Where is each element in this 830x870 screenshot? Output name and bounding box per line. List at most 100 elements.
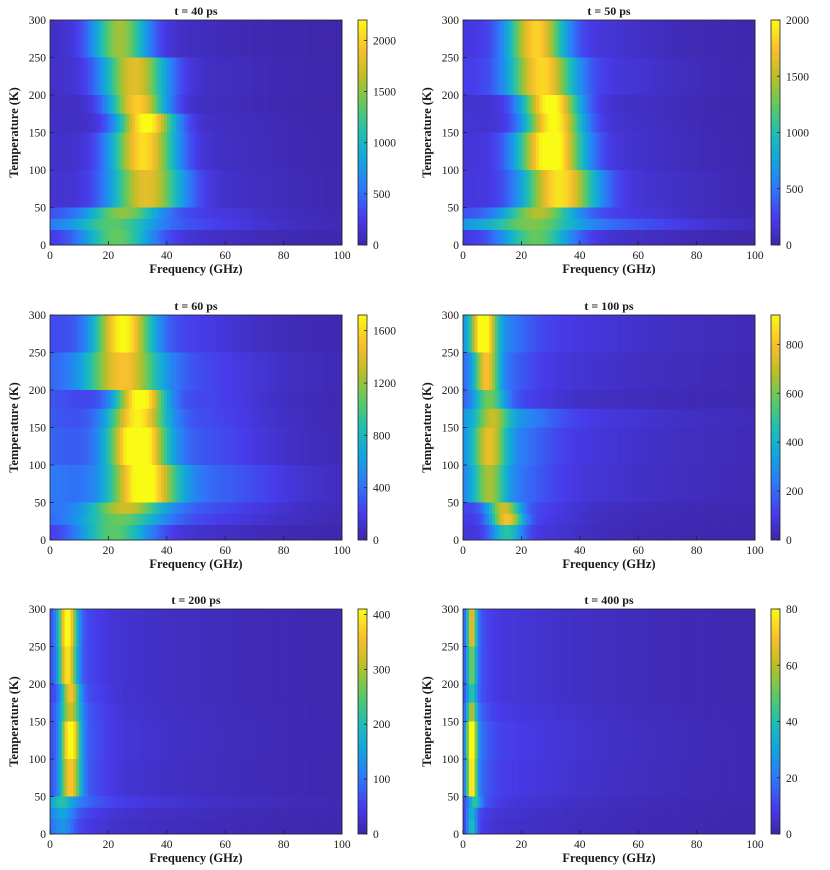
chart-2-cell [679, 170, 683, 208]
chart-1-cell [330, 170, 334, 208]
chart-4-cell [687, 390, 692, 410]
chart-4-cell [465, 513, 470, 526]
chart-1-cell [330, 113, 334, 133]
chart-4-cell [743, 513, 747, 526]
chart-5-cell [184, 819, 188, 835]
chart-4-cell [571, 390, 575, 410]
chart-2-cell [746, 20, 750, 58]
chart-1-cell [85, 113, 89, 133]
chart-3-cell [169, 427, 173, 466]
chart-1-cell [295, 113, 299, 133]
chart-3-cell [242, 315, 246, 353]
chart-3-cell [228, 352, 232, 391]
chart-3-cell [76, 525, 80, 541]
chart-5-cell [114, 819, 118, 835]
chart-3-xtick-label: 80 [278, 545, 290, 557]
chart-3-cell [216, 465, 220, 503]
chart-5-cell [152, 702, 156, 722]
chart-3-cell [266, 352, 270, 391]
chart-3-cell [196, 408, 200, 428]
chart-1-cell [175, 20, 179, 58]
chart-2-cell [682, 207, 686, 220]
chart-4-cell [617, 352, 622, 391]
chart-5-cell [327, 684, 331, 704]
chart-5-cell [251, 819, 255, 835]
chart-3-cell [201, 315, 206, 353]
chart-1-cell [102, 20, 106, 58]
chart-5-cell [196, 702, 200, 722]
chart-1-cell [315, 218, 319, 231]
chart-5-cell [339, 646, 343, 685]
chart-5-cell [304, 609, 308, 647]
chart-2-cell [533, 218, 537, 231]
chart-1-cell [269, 57, 273, 96]
chart-1-cell [216, 207, 220, 220]
chart-4-cell [471, 390, 476, 410]
chart-2-cell [471, 132, 476, 171]
chart-2-cell [500, 20, 505, 58]
chart-6-cell [465, 609, 470, 647]
chart-1-cell [108, 218, 112, 231]
chart-1-cell [295, 170, 299, 208]
chart-3-cell [280, 315, 284, 353]
chart-4-cell [495, 408, 499, 428]
chart-5-cell [339, 759, 343, 797]
chart-3-cell [169, 390, 173, 410]
chart-5-cell [245, 721, 249, 760]
chart-1-cell [196, 218, 200, 231]
chart-5-cell [274, 819, 279, 835]
chart-4-cell [632, 525, 636, 541]
chart-4-cell [480, 513, 484, 526]
chart-1-cell [301, 95, 305, 115]
chart-1-cell [236, 207, 241, 220]
chart-5-cell [105, 796, 109, 809]
chart-6-cell [749, 646, 753, 685]
chart-2-cell [717, 207, 721, 220]
chart-3-cell [277, 513, 282, 526]
chart-4-cell [541, 408, 546, 428]
chart-5-cell [201, 759, 206, 797]
chart-3-cell [90, 315, 95, 353]
chart-5-cell [134, 609, 138, 647]
chart-4-cell [538, 465, 543, 503]
chart-3-cell [193, 427, 197, 466]
chart-3-cell [251, 525, 255, 541]
chart-3-cell [233, 352, 238, 391]
chart-2-cell [527, 95, 531, 115]
chart-3-cell [315, 352, 319, 391]
chart-3-cell [269, 525, 273, 541]
chart-3-cell [149, 513, 153, 526]
chart-3-cell [149, 465, 153, 503]
chart-5-cell [166, 609, 171, 647]
chart-2-cell [696, 95, 700, 115]
chart-1-cell [79, 20, 83, 58]
chart-1-cell [298, 230, 302, 246]
chart-1-cell [257, 20, 261, 58]
chart-1-cell [213, 20, 217, 58]
chart-1-cell [269, 113, 273, 133]
chart-2-cell [705, 207, 709, 220]
chart-4-cell [682, 465, 686, 503]
chart-2-cell [687, 170, 692, 208]
chart-3-cell [327, 525, 331, 541]
chart-2-cell [500, 230, 505, 246]
chart-3-cell [169, 352, 173, 391]
chart-3-cell [61, 315, 65, 353]
chart-2-cell [521, 132, 525, 171]
chart-5-cell [198, 646, 203, 685]
chart-5-cell [216, 759, 220, 797]
chart-2-cell [565, 230, 569, 246]
chart-1-cell [196, 95, 200, 115]
chart-4-cell [536, 465, 540, 503]
chart-5-cell [169, 702, 173, 722]
chart-4-cell [641, 408, 645, 428]
chart-3-cell [102, 315, 106, 353]
chart-3-cell [260, 315, 264, 353]
chart-1-cell [312, 170, 317, 208]
chart-1-cell [271, 218, 276, 231]
chart-3-cell [117, 315, 121, 353]
chart-1-cell [169, 170, 173, 208]
chart-2-cell [480, 230, 484, 246]
chart-3-cell [207, 502, 211, 515]
chart-1-cell [266, 218, 270, 231]
